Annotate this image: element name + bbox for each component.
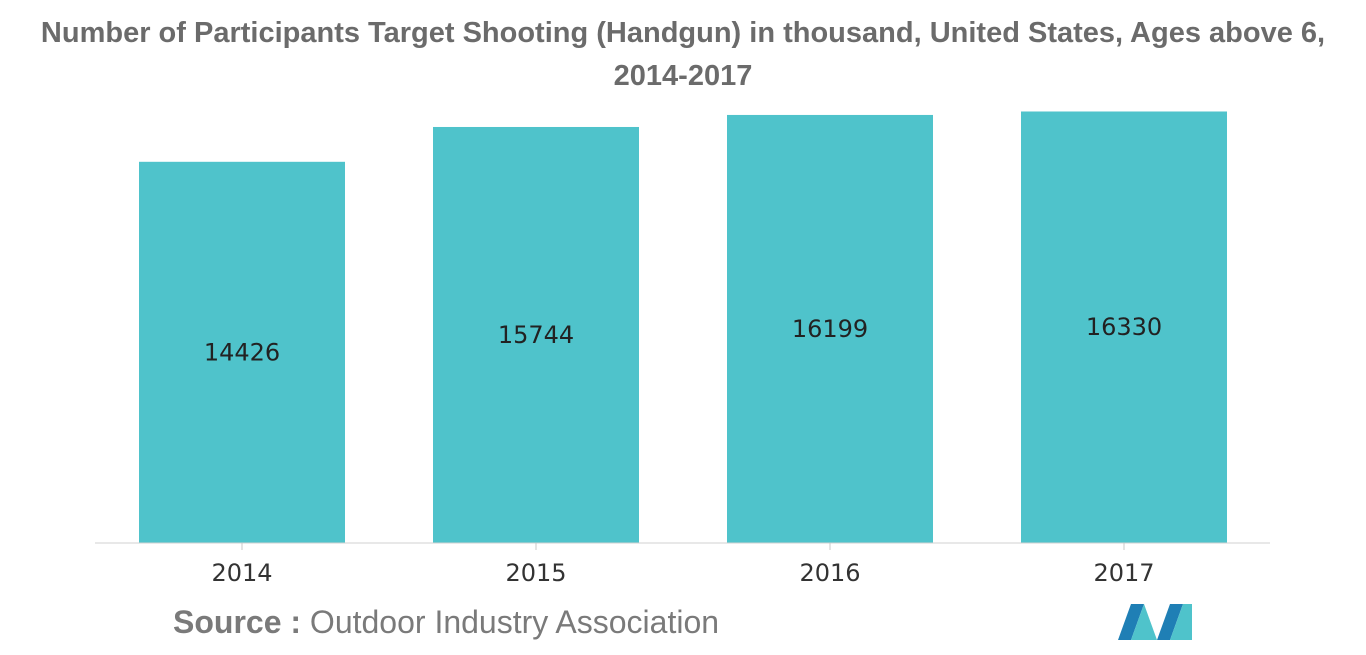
bar-2014 xyxy=(139,161,345,543)
bar-2017 xyxy=(1021,111,1227,543)
source-text: Outdoor Industry Association xyxy=(309,604,720,640)
x-tick-label-2015: 2015 xyxy=(505,559,566,587)
mordor-intelligence-logo-icon xyxy=(1118,604,1192,640)
chart-title: Number of Participants Target Shooting (… xyxy=(40,17,1326,92)
x-ticks-group: 2014 2015 2016 2017 xyxy=(211,543,1155,587)
data-label-2017: 16330 xyxy=(1086,313,1162,341)
data-label-2015: 15744 xyxy=(498,321,574,349)
x-tick-label-2014: 2014 xyxy=(211,559,272,587)
bar-2015 xyxy=(433,126,639,543)
bars-group: 14426 15744 16199 16330 xyxy=(139,111,1227,543)
source-note: Source : Outdoor Industry Association xyxy=(173,604,719,641)
bar-2016 xyxy=(727,114,933,543)
bar-chart: 14426 15744 16199 16330 2014 2015 2016 2017 xyxy=(95,111,1270,587)
data-label-2016: 16199 xyxy=(792,315,868,343)
source-label: Source : xyxy=(173,604,302,640)
x-tick-label-2016: 2016 xyxy=(799,559,860,587)
x-tick-label-2017: 2017 xyxy=(1093,559,1154,587)
data-label-2014: 14426 xyxy=(204,338,280,366)
